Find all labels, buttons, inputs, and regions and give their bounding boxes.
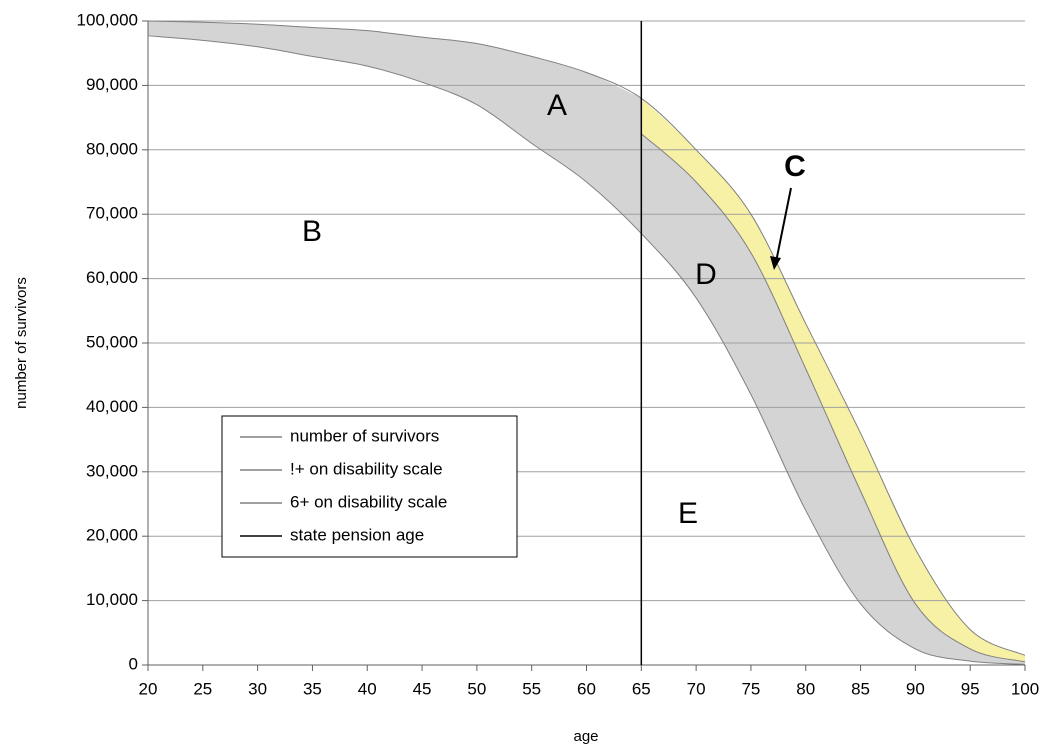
annotation-arrow <box>775 187 792 263</box>
series-line <box>147 20 1026 656</box>
x-tick-label: 90 <box>906 679 925 698</box>
x-tick-label: 45 <box>413 679 432 698</box>
y-tick-label: 90,000 <box>86 75 138 94</box>
y-tick-label: 70,000 <box>86 204 138 223</box>
annotation: B <box>302 215 322 248</box>
legend-label: 6+ on disability scale <box>290 492 447 511</box>
x-tick-label: 70 <box>687 679 706 698</box>
x-tick-label: 50 <box>467 679 486 698</box>
x-tick-label: 25 <box>193 679 212 698</box>
annotation: C <box>784 150 806 183</box>
series-line <box>640 133 1026 663</box>
y-tick-label: 40,000 <box>86 397 138 416</box>
series-line <box>147 35 1026 665</box>
y-tick-label: 50,000 <box>86 332 138 351</box>
legend-label: state pension age <box>290 525 424 544</box>
x-axis-title: age <box>573 728 598 745</box>
x-tick-label: 95 <box>961 679 980 698</box>
x-tick-label: 80 <box>796 679 815 698</box>
annotation: E <box>678 497 698 530</box>
y-tick-label: 100,000 <box>77 10 138 29</box>
band-fill <box>148 21 1025 665</box>
x-tick-label: 75 <box>741 679 760 698</box>
y-tick-label: 20,000 <box>86 526 138 545</box>
x-tick-label: 40 <box>358 679 377 698</box>
x-tick-label: 60 <box>577 679 596 698</box>
band-fill <box>641 98 1025 662</box>
x-tick-label: 20 <box>139 679 158 698</box>
legend-label: number of survivors <box>290 426 439 445</box>
y-tick-label: 10,000 <box>86 590 138 609</box>
y-tick-label: 30,000 <box>86 461 138 480</box>
x-tick-label: 85 <box>851 679 870 698</box>
legend-label: !+ on disability scale <box>290 459 443 478</box>
y-tick-label: 0 <box>129 654 138 673</box>
legend-box <box>221 415 518 558</box>
arrow-head <box>770 256 781 270</box>
y-tick-label: 60,000 <box>86 268 138 287</box>
annotation: A <box>547 89 567 122</box>
annotation: D <box>695 258 717 291</box>
legend: number of survivors !+ on disability scal… <box>221 415 518 558</box>
x-tick-label: 30 <box>248 679 267 698</box>
x-tick-label: 65 <box>632 679 651 698</box>
x-tick-label: 100 <box>1011 679 1039 698</box>
x-tick-label: 55 <box>522 679 541 698</box>
y-axis-title: number of survivors <box>13 277 30 409</box>
x-tick-label: 35 <box>303 679 322 698</box>
y-tick-label: 80,000 <box>86 139 138 158</box>
